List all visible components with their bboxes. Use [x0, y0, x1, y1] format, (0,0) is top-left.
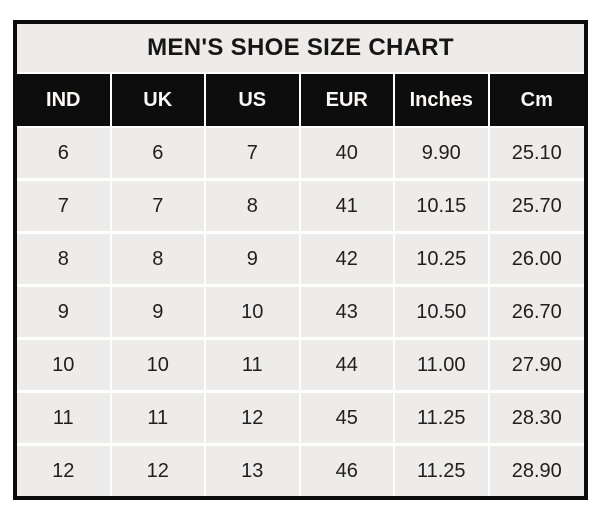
table-body: 6 6 7 40 9.90 25.10 7 7 8 41 10.15 25.70…: [17, 128, 584, 496]
table-cell: 8: [17, 234, 112, 287]
table-cell: 42: [300, 234, 395, 287]
table-row: 10 10 11 44 11.00 27.90: [17, 340, 584, 393]
size-chart-table: MEN'S SHOE SIZE CHART IND UK US EUR Inch…: [13, 20, 588, 500]
title-row: MEN'S SHOE SIZE CHART: [17, 24, 584, 74]
table-row: 9 9 10 43 10.50 26.70: [17, 287, 584, 340]
table-cell: 12: [111, 446, 206, 496]
table-cell: 11.00: [395, 340, 490, 393]
table-cell: 9: [17, 287, 112, 340]
table-cell: 11.25: [395, 393, 490, 446]
table-cell: 41: [300, 181, 395, 234]
table-cell: 45: [300, 393, 395, 446]
column-header-us: US: [206, 74, 301, 128]
table-cell: 9.90: [395, 128, 490, 181]
column-header-uk: UK: [111, 74, 206, 128]
chart-title: MEN'S SHOE SIZE CHART: [17, 24, 584, 74]
column-header-eur: EUR: [300, 74, 395, 128]
column-header-ind: IND: [17, 74, 112, 128]
table-cell: 7: [111, 181, 206, 234]
table-cell: 11.25: [395, 446, 490, 496]
table-cell: 28.90: [489, 446, 584, 496]
table-cell: 25.70: [489, 181, 584, 234]
table-row: 7 7 8 41 10.15 25.70: [17, 181, 584, 234]
table-cell: 10.25: [395, 234, 490, 287]
table-cell: 6: [17, 128, 112, 181]
table-cell: 7: [17, 181, 112, 234]
table-cell: 7: [206, 128, 301, 181]
table-cell: 26.00: [489, 234, 584, 287]
table-cell: 9: [111, 287, 206, 340]
table-cell: 10.50: [395, 287, 490, 340]
table-cell: 10: [17, 340, 112, 393]
table-cell: 11: [111, 393, 206, 446]
table-cell: 10: [111, 340, 206, 393]
table-cell: 6: [111, 128, 206, 181]
table-cell: 25.10: [489, 128, 584, 181]
table-cell: 9: [206, 234, 301, 287]
table-cell: 8: [206, 181, 301, 234]
table-cell: 28.30: [489, 393, 584, 446]
table-cell: 40: [300, 128, 395, 181]
table-cell: 43: [300, 287, 395, 340]
table-row: 11 11 12 45 11.25 28.30: [17, 393, 584, 446]
table-cell: 13: [206, 446, 301, 496]
table-cell: 8: [111, 234, 206, 287]
table-cell: 26.70: [489, 287, 584, 340]
table-cell: 10.15: [395, 181, 490, 234]
table-cell: 46: [300, 446, 395, 496]
table-row: 8 8 9 42 10.25 26.00: [17, 234, 584, 287]
column-header-inches: Inches: [395, 74, 490, 128]
table-cell: 27.90: [489, 340, 584, 393]
table-cell: 11: [206, 340, 301, 393]
table-row: 6 6 7 40 9.90 25.10: [17, 128, 584, 181]
table-cell: 10: [206, 287, 301, 340]
table-row: 12 12 13 46 11.25 28.90: [17, 446, 584, 496]
table-cell: 11: [17, 393, 112, 446]
column-header-cm: Cm: [489, 74, 584, 128]
table-cell: 44: [300, 340, 395, 393]
table-cell: 12: [17, 446, 112, 496]
column-header-row: IND UK US EUR Inches Cm: [17, 74, 584, 128]
table-cell: 12: [206, 393, 301, 446]
